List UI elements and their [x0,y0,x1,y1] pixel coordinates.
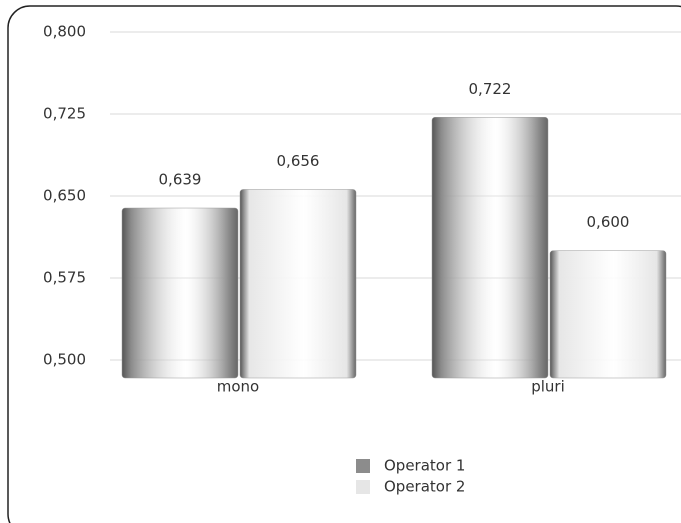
legend-swatch [356,459,370,473]
data-label: 0,656 [277,152,320,170]
legend-label: Operator 1 [384,457,465,475]
y-tick-label: 0,500 [43,351,86,369]
bar [549,250,667,379]
x-tick-label: pluri [531,378,565,396]
y-tick-label: 0,575 [43,269,86,287]
data-label: 0,600 [587,213,630,231]
y-tick-label: 0,650 [43,187,86,205]
legend-swatch [356,480,370,494]
data-label: 0,639 [159,171,202,189]
bar [431,117,549,379]
data-label: 0,722 [469,80,512,98]
y-tick-label: 0,800 [43,23,86,41]
bar [239,189,357,379]
bar [121,207,239,379]
y-tick-label: 0,725 [43,105,86,123]
legend-label: Operator 2 [384,478,465,496]
x-tick-label: mono [217,378,259,396]
